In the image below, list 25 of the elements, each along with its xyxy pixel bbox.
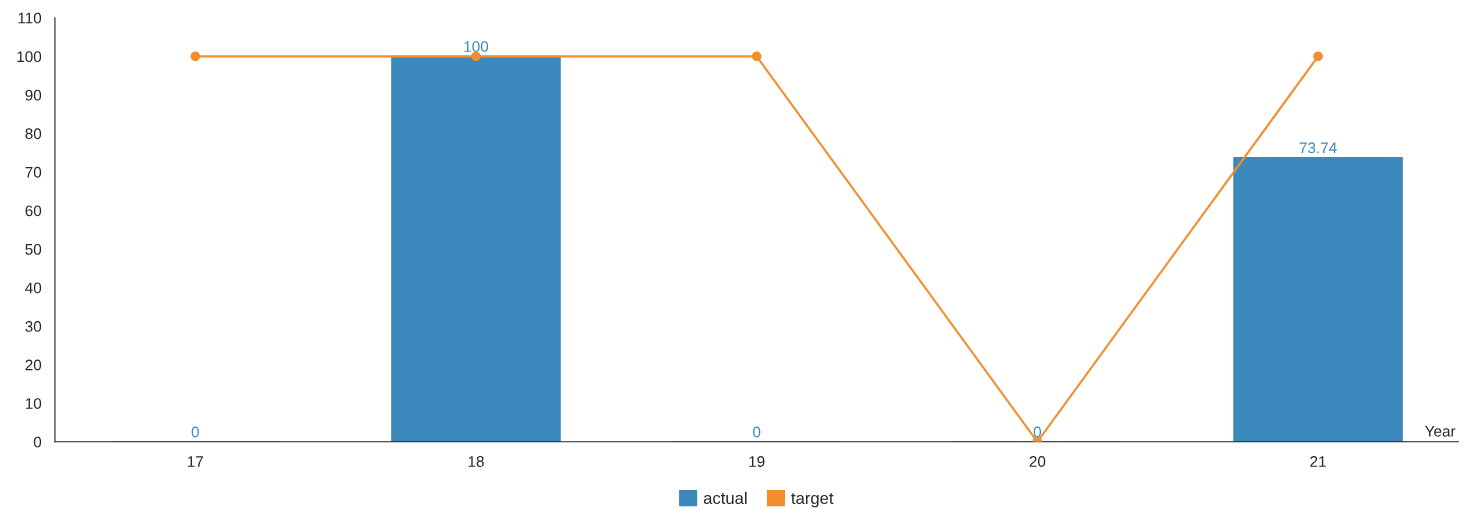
y-tick-label: 0 xyxy=(33,436,42,448)
y-tick-label: 80 xyxy=(25,128,42,140)
legend-label: actual xyxy=(703,491,747,505)
y-tick-label: 90 xyxy=(25,89,42,101)
data-label: 0 xyxy=(1033,426,1042,438)
y-tick-label: 20 xyxy=(25,359,42,371)
y-tick-label: 110 xyxy=(18,12,42,24)
y-tick-label: 100 xyxy=(17,51,42,63)
data-label: 0 xyxy=(753,426,761,438)
legend-label: target xyxy=(791,493,834,508)
x-axis-title: Year xyxy=(1425,426,1456,437)
x-tick-label: 19 xyxy=(749,456,765,467)
data-label: 0 xyxy=(191,426,199,438)
y-tick-label: 60 xyxy=(25,205,42,217)
x-tick-label: 18 xyxy=(468,456,484,467)
x-tick-label: 21 xyxy=(1310,456,1326,467)
y-tick-label: 10 xyxy=(25,398,42,409)
y-tick-label: 70 xyxy=(25,166,42,178)
y-tick-label: 30 xyxy=(25,321,42,332)
y-tick-label: 40 xyxy=(25,282,42,294)
data-label: 100 xyxy=(464,41,489,52)
y-tick-label: 50 xyxy=(25,243,42,255)
data-label: 73.74 xyxy=(1299,142,1337,154)
x-tick-label: 17 xyxy=(187,456,204,467)
x-tick-label: 20 xyxy=(1029,456,1046,467)
